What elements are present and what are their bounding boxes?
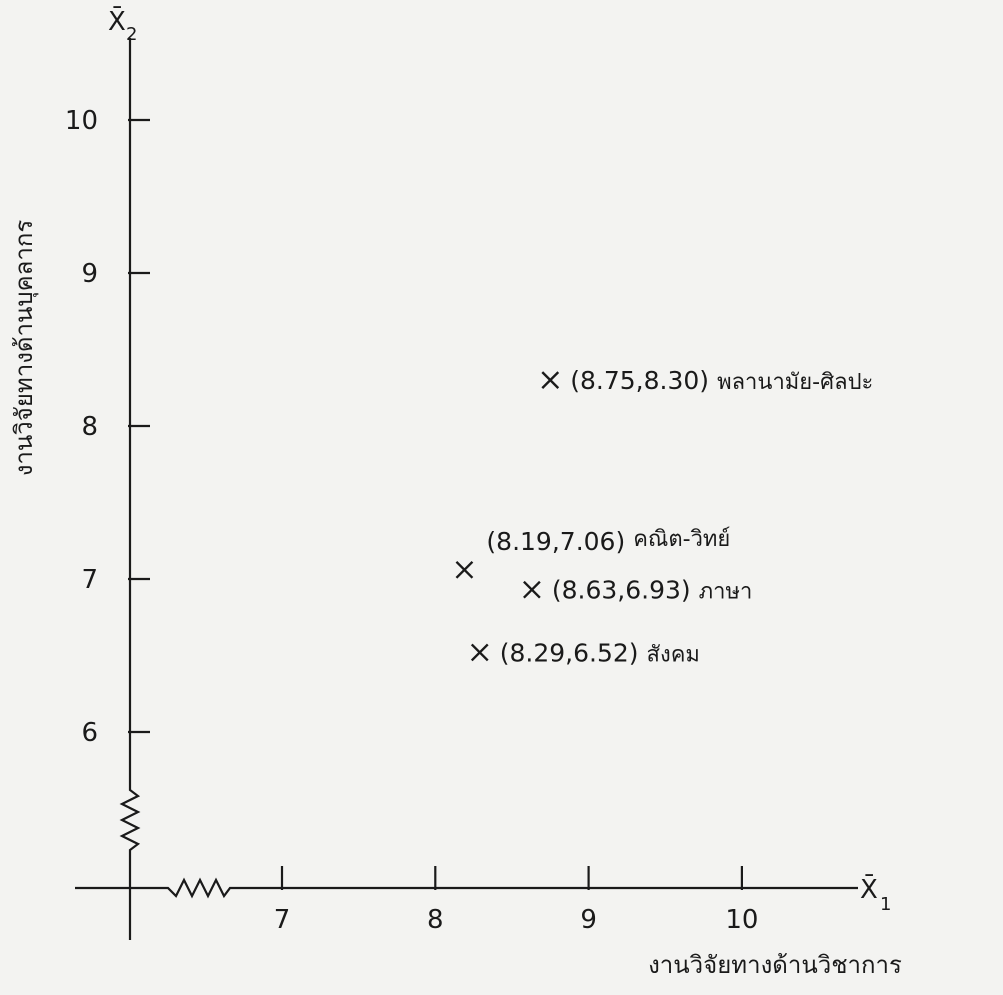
- data-point: (8.63,6.93) ภาษา: [523, 576, 753, 605]
- y-axis-line: [119, 38, 141, 940]
- point-coord-label: (8.75,8.30): [570, 366, 709, 395]
- x-tick-label: 7: [274, 905, 291, 935]
- x-tick-label: 9: [580, 905, 597, 935]
- x-axis-symbol: X̄: [860, 873, 878, 905]
- point-marker: [455, 560, 474, 579]
- point-coord-label: (8.63,6.93): [552, 576, 691, 605]
- point-marker: [470, 643, 489, 662]
- x-axis-subscript: 1: [880, 894, 891, 915]
- data-point: (8.75,8.30) พลานามัย-ศิลปะ: [541, 366, 873, 395]
- y-axis-title: งานวิจัยทางด้านบุคลากร: [10, 220, 39, 477]
- y-axis-subscript: 2: [126, 24, 137, 45]
- y-tick-label: 6: [81, 718, 98, 748]
- y-tick-label: 10: [65, 106, 98, 136]
- ticks: 7 8 9 10 6 7 8 9 10: [65, 106, 759, 935]
- point-marker: [523, 580, 541, 599]
- data-points: (8.75,8.30) พลานามัย-ศิลปะ (8.19,7.06) คณิต…: [455, 366, 873, 667]
- data-point: (8.29,6.52) สังคม: [470, 638, 700, 667]
- x-tick-label: 8: [427, 905, 444, 935]
- point-name-label: คณิต-วิทย์: [633, 527, 730, 552]
- x-axis-line: [75, 877, 858, 899]
- point-name-label: สังคม: [647, 642, 700, 667]
- data-point: (8.19,7.06) คณิต-วิทย์: [455, 527, 730, 579]
- y-tick-label: 7: [81, 565, 98, 595]
- point-coord-label: (8.29,6.52): [500, 638, 639, 667]
- point-name-label: ภาษา: [699, 580, 753, 605]
- y-tick-label: 8: [81, 412, 98, 442]
- x-axis-title: งานวิจัยทางด้านวิชาการ: [648, 951, 902, 979]
- axis-titles: งานวิจัยทางด้านวิชาการ งานวิจัยทางด้านบุ…: [10, 220, 902, 979]
- axes: X̄ 2X̄ 1: [75, 5, 891, 940]
- point-coord-label: (8.19,7.06): [486, 527, 625, 556]
- y-axis-symbol: X̄: [108, 5, 126, 37]
- point-name-label: พลานามัย-ศิลปะ: [717, 370, 873, 395]
- x-tick-label: 10: [725, 905, 758, 935]
- y-tick-label: 9: [81, 259, 98, 289]
- point-marker: [541, 371, 560, 389]
